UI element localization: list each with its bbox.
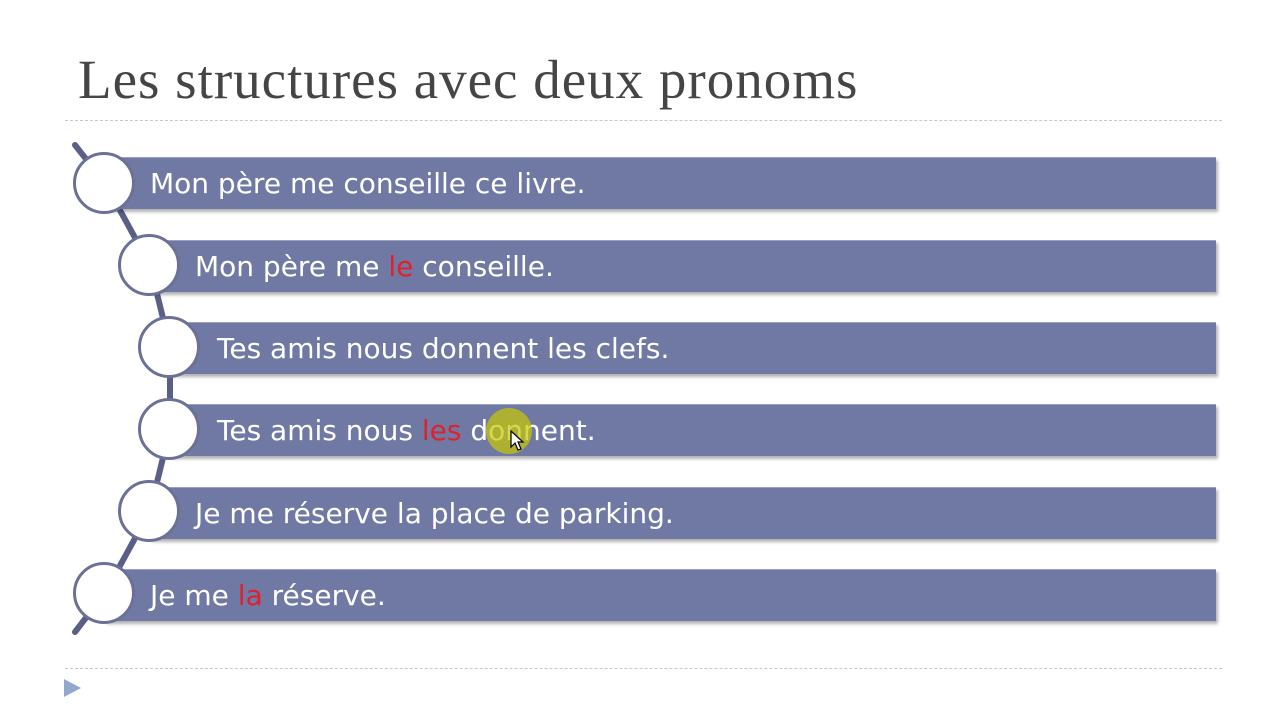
sentence-row: Tes amis nous les donnent. <box>170 404 1216 456</box>
sentence-row: Tes amis nous donnent les clefs. <box>170 322 1216 374</box>
sentence-row: Je me la réserve. <box>105 569 1216 621</box>
sentence-row: Mon père me conseille ce livre. <box>105 157 1216 209</box>
sentence-text: Tes amis nous <box>217 414 422 447</box>
bottom-divider <box>65 668 1222 669</box>
sentence-text: Mon père me conseille ce livre. <box>150 167 586 200</box>
mouse-pointer-icon <box>510 430 525 451</box>
pronoun-highlight: la <box>237 579 263 612</box>
sentence-text: Je me réserve la place de parking. <box>195 497 674 530</box>
timeline-node-circle <box>118 480 180 542</box>
sentence-row: Mon père me le conseille. <box>150 240 1216 292</box>
timeline-node-circle <box>73 152 135 214</box>
sentence-row: Je me réserve la place de parking. <box>150 487 1216 539</box>
sentence-text: réserve. <box>262 579 386 612</box>
pronoun-highlight: les <box>421 414 462 447</box>
pronoun-highlight: le <box>388 250 414 283</box>
sentence-text: Je me <box>150 579 238 612</box>
timeline-node-circle <box>73 562 135 624</box>
top-divider <box>65 120 1222 121</box>
triangle-right-icon <box>64 679 81 697</box>
sentence-text: Mon père me <box>195 250 389 283</box>
timeline-node-circle <box>118 234 180 296</box>
cursor-highlight <box>486 408 532 454</box>
timeline-node-circle <box>138 398 200 460</box>
sentence-text: Tes amis nous donnent les clefs. <box>217 332 670 365</box>
slide-title: Les structures avec deux pronoms <box>78 49 859 110</box>
timeline-node-circle <box>138 316 200 378</box>
sentence-text: conseille. <box>413 250 554 283</box>
